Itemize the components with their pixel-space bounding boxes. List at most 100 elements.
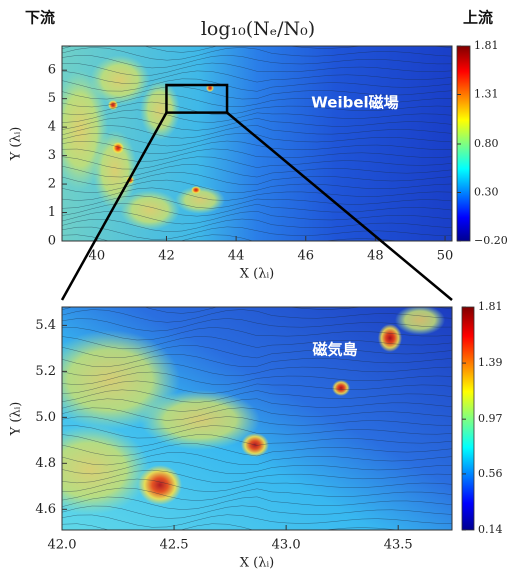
- contour-line: [62, 70, 452, 84]
- contour-line: [62, 434, 452, 448]
- colorbar-tick-label: 0.97: [478, 412, 503, 425]
- density-region: [112, 142, 124, 154]
- contour-line: [62, 371, 452, 386]
- contour-line: [62, 478, 452, 493]
- density-region: [332, 380, 350, 396]
- y-tick-label: 4.8: [35, 456, 56, 471]
- plot-frame: [61, 306, 453, 531]
- x-axis-label: X (λᵢ): [240, 556, 274, 571]
- y-tick-label: 5.4: [35, 318, 56, 333]
- colorbar-tick-label: 0.80: [474, 137, 499, 150]
- y-tick-label: 5: [48, 91, 56, 106]
- contour-line: [62, 172, 452, 186]
- contour-line: [62, 54, 452, 69]
- contour-line: [62, 187, 452, 201]
- contour-line: [62, 469, 452, 484]
- contour-line: [62, 47, 452, 61]
- zoom-box: [165, 83, 229, 114]
- contour-line: [62, 523, 401, 530]
- x-tick-label: 46: [297, 249, 314, 264]
- contour-line: [62, 132, 452, 147]
- contour-line: [62, 496, 452, 510]
- density-region: [62, 425, 150, 515]
- contour-line: [62, 362, 452, 377]
- contour-line: [62, 318, 452, 332]
- density-region: [140, 80, 180, 140]
- contour-line: [62, 179, 452, 194]
- contour-line: [62, 78, 452, 92]
- x-tick-label: 43.5: [384, 538, 413, 553]
- x-tick-label: 40: [89, 249, 106, 264]
- contour-line: [62, 309, 452, 323]
- heatmap-field: [62, 307, 452, 530]
- density-region: [395, 307, 445, 335]
- y-tick-label: 1: [48, 205, 56, 220]
- contour-line: [62, 226, 452, 240]
- contour-line: [62, 487, 452, 501]
- contour-line: [62, 407, 452, 421]
- contour-line: [62, 156, 452, 170]
- x-axis-label: X (λᵢ): [240, 267, 274, 282]
- density-region: [93, 130, 137, 210]
- contour-line: [62, 354, 452, 368]
- contour-line: [62, 380, 452, 394]
- contour-line: [62, 336, 452, 350]
- heatmap-field: [62, 46, 452, 241]
- annotation: Weibel磁場: [311, 94, 398, 112]
- density-region: [378, 324, 402, 352]
- colorbar-tick-label: 1.39: [478, 356, 503, 369]
- contour-line: [62, 460, 452, 475]
- contour-line: [62, 443, 452, 457]
- density-region: [191, 186, 201, 194]
- contour-line: [62, 345, 452, 359]
- x-tick-label: 50: [437, 249, 454, 264]
- colorbar-tick-label: 0.14: [478, 523, 503, 536]
- contour-line: [62, 416, 452, 430]
- density-region: [175, 186, 225, 214]
- y-axis-label: Y (λᵢ): [9, 127, 24, 162]
- y-tick-label: 6: [48, 63, 56, 78]
- colorbar: [461, 306, 475, 531]
- x-tick-label: 43.0: [272, 538, 301, 553]
- x-tick-label: 44: [228, 249, 245, 264]
- y-tick-label: 5.2: [35, 364, 56, 379]
- plot-frame: [61, 45, 453, 242]
- contour-line: [62, 86, 452, 100]
- zoom-connector: [226, 111, 453, 301]
- annotation: 上流: [463, 9, 493, 27]
- zoom-connector: [60, 112, 168, 301]
- chart-title: log₁₀(Nₑ/N₀): [201, 18, 315, 40]
- contour-line: [62, 94, 452, 108]
- colorbar-tick-label: 1.81: [474, 39, 499, 52]
- contour-line: [62, 210, 452, 225]
- contour-line: [62, 398, 452, 412]
- contour-line: [62, 101, 452, 116]
- density-region: [90, 55, 150, 105]
- colorbar-tick-label: 1.31: [474, 88, 499, 101]
- y-tick-label: 5.0: [35, 410, 56, 425]
- colorbar-tick-label: 0.56: [478, 467, 503, 480]
- contour-line: [62, 327, 452, 341]
- annotation: 下流: [25, 9, 55, 27]
- x-tick-label: 48: [367, 249, 384, 264]
- x-tick-label: 42.5: [160, 538, 189, 553]
- contour-line: [62, 125, 452, 139]
- density-region: [140, 390, 260, 450]
- x-tick-label: 42.0: [48, 538, 77, 553]
- contour-line: [62, 164, 452, 178]
- contour-line: [62, 234, 401, 241]
- y-tick-label: 2: [48, 177, 56, 192]
- contour-line: [62, 148, 452, 162]
- colorbar-tick-label: −0.20: [474, 234, 508, 247]
- y-tick-label: 4.6: [35, 502, 56, 517]
- contour-line: [62, 117, 452, 131]
- contour-line: [62, 218, 452, 232]
- y-tick-label: 4: [48, 120, 56, 135]
- y-axis-label: Y (λᵢ): [9, 402, 24, 437]
- contour-line: [62, 109, 452, 123]
- contour-line: [62, 195, 452, 209]
- x-tick-label: 42: [158, 249, 175, 264]
- colorbar-tick-label: 1.81: [478, 300, 503, 313]
- y-tick-label: 0: [48, 234, 56, 249]
